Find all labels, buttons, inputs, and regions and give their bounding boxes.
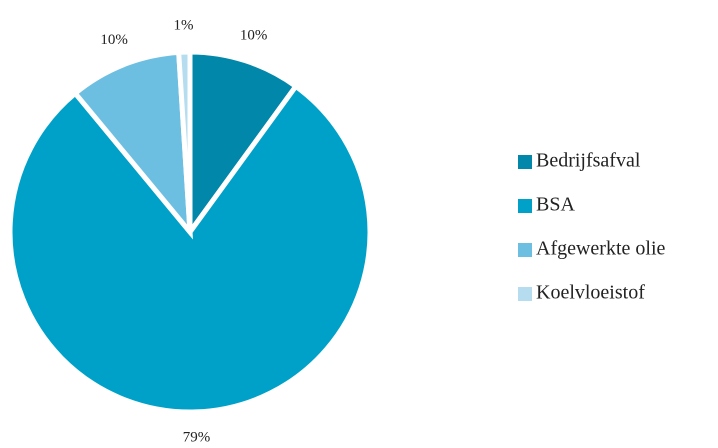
data-label: 1% <box>174 18 194 34</box>
legend-label: BSA <box>536 194 575 216</box>
data-label: 10% <box>240 28 268 44</box>
pie-slice <box>71 49 193 240</box>
legend-swatch <box>518 287 532 301</box>
pie-slice <box>7 82 373 415</box>
legend-label: Koelvloeistof <box>536 282 645 304</box>
legend-swatch <box>518 199 532 213</box>
legend: Bedrijfsafval BSA Afgewerkte olie Koelvloei… <box>518 150 666 304</box>
legend-label: Bedrijfsafval <box>536 150 641 172</box>
legend-label: Afgewerkte olie <box>536 238 666 260</box>
legend-swatch <box>518 243 532 257</box>
data-label: 79% <box>183 429 211 445</box>
data-labels: 10% 79% 10% 1% <box>100 18 267 446</box>
data-label: 10% <box>100 32 128 48</box>
pie <box>7 49 373 415</box>
pie-slice <box>176 49 193 233</box>
pie-slice <box>187 49 300 240</box>
legend-swatch <box>518 155 532 169</box>
